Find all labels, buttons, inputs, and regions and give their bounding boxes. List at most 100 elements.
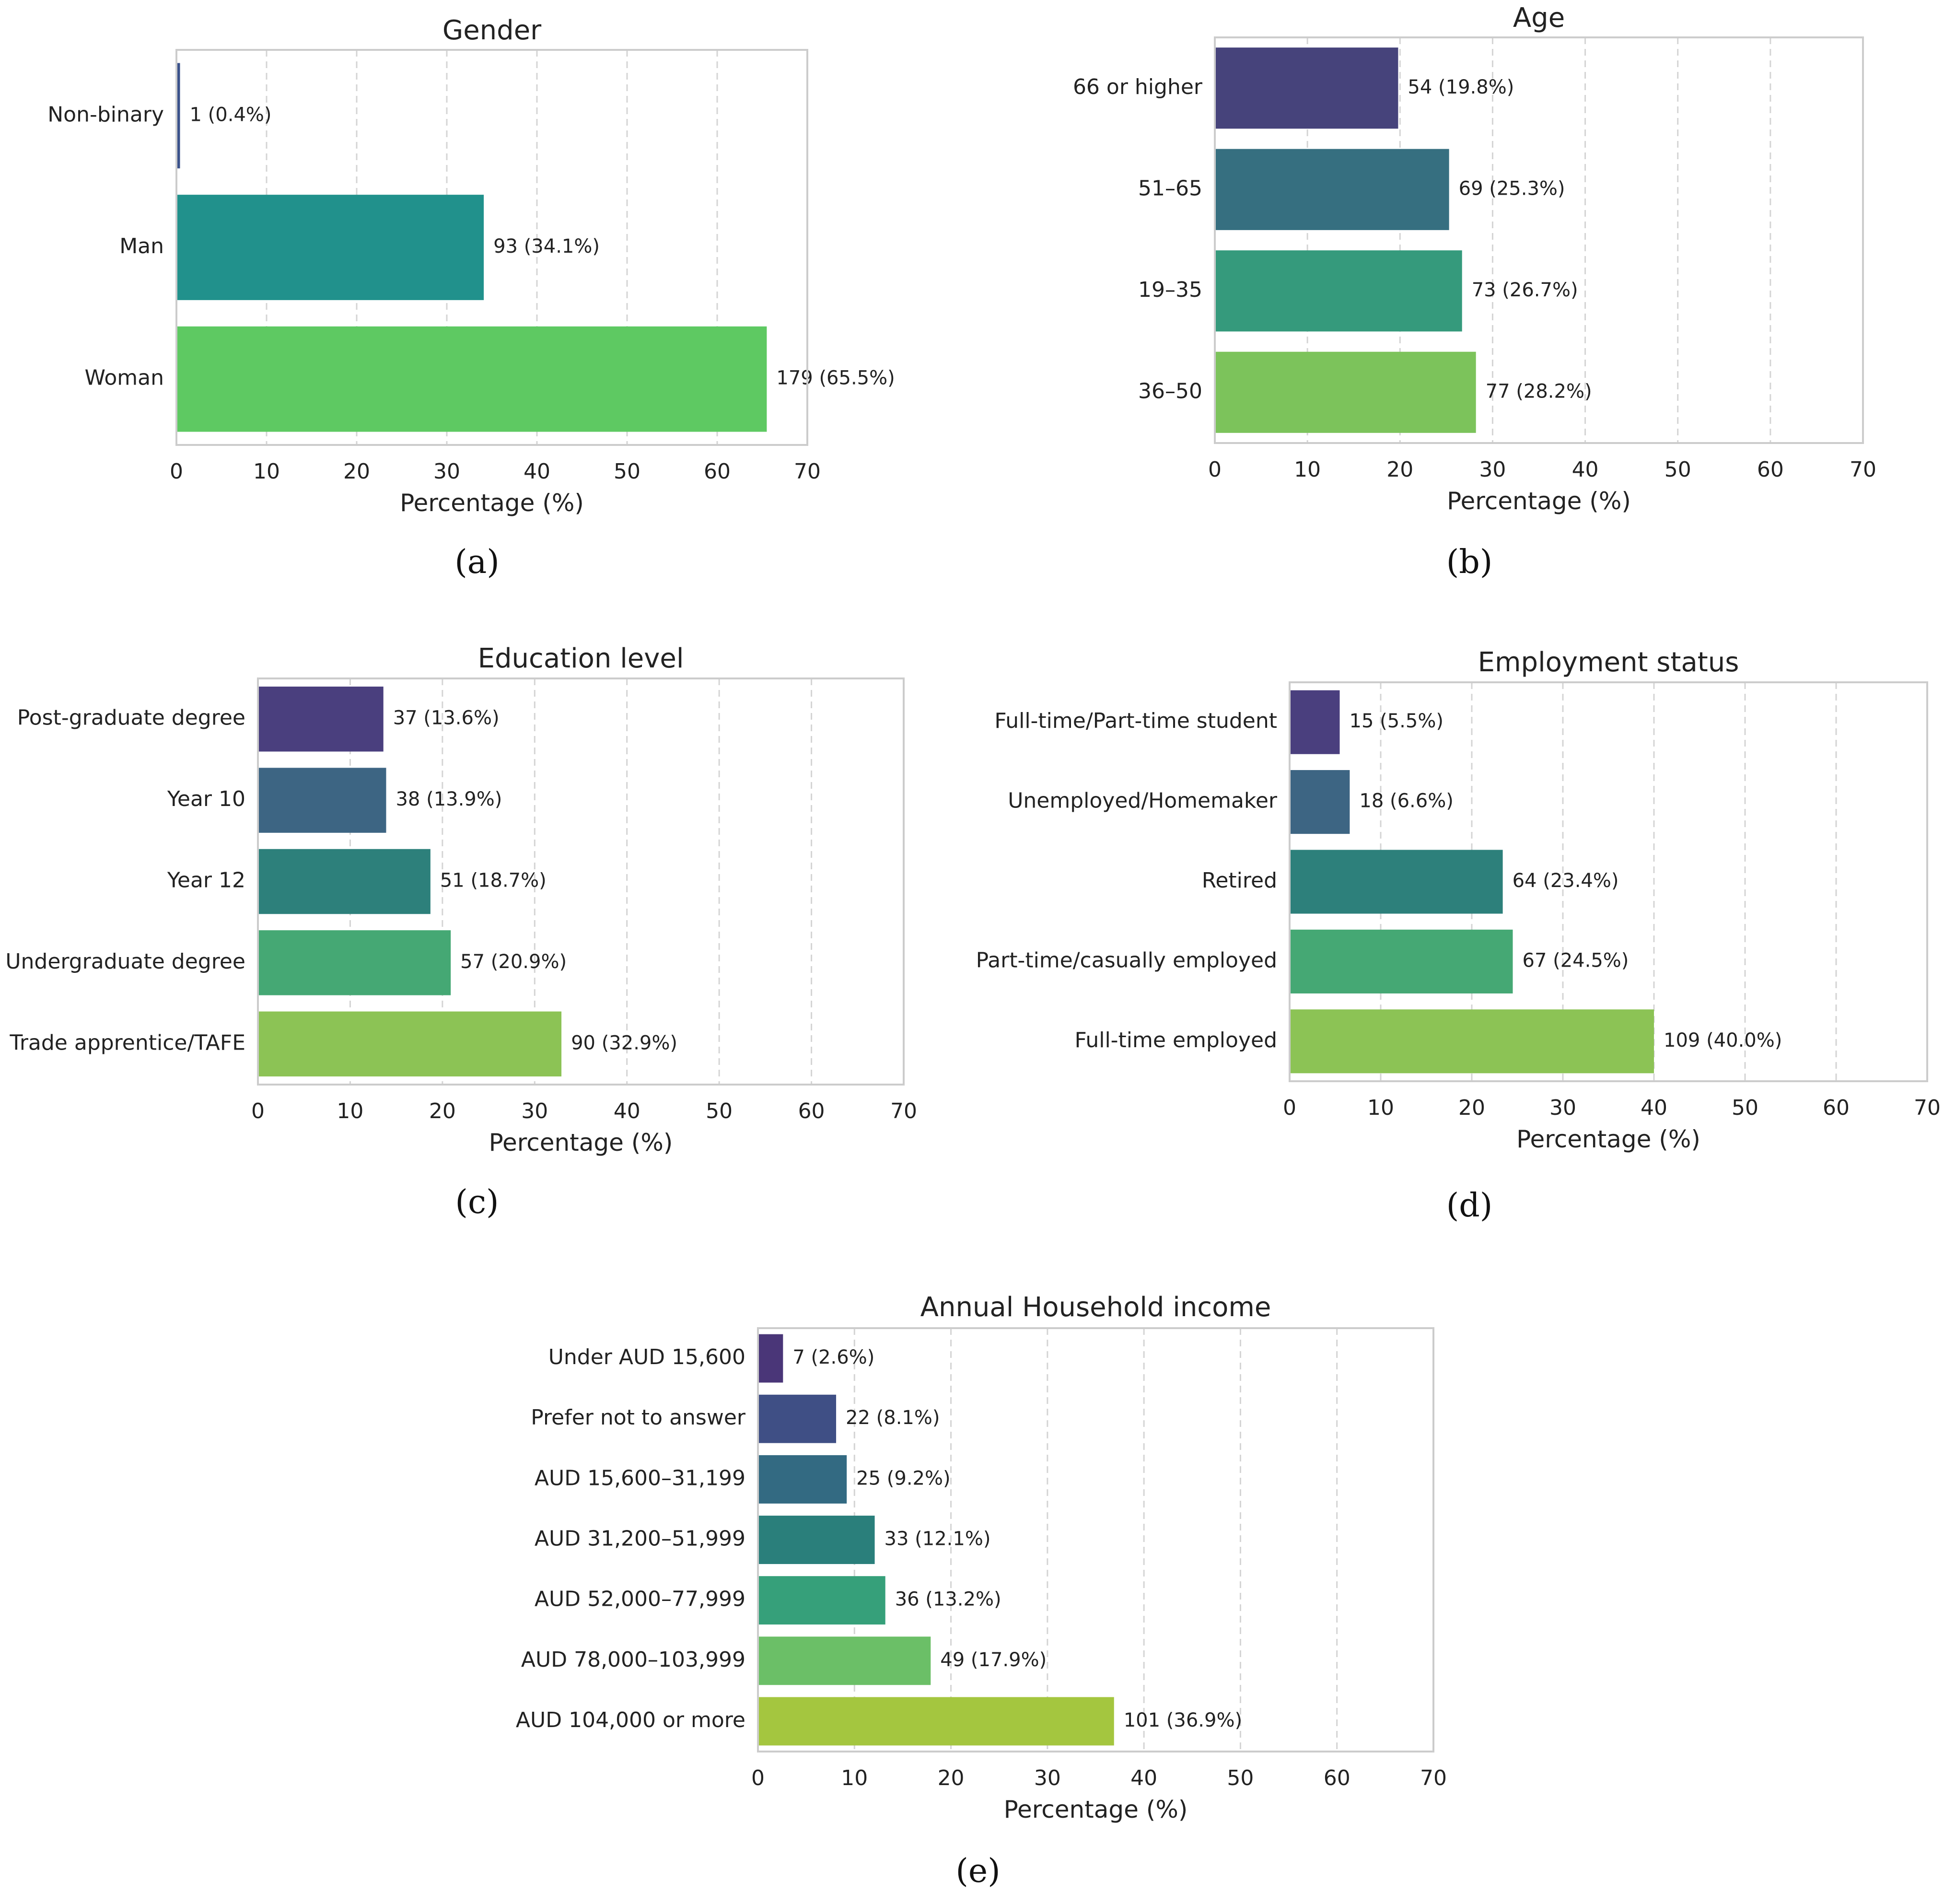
category-label-e-4: AUD 52,000–77,999 — [535, 1587, 745, 1612]
category-label-d-3: Part-time/casually employed — [976, 948, 1277, 972]
x-tick-label-e-2: 20 — [938, 1766, 965, 1790]
x-tick-label-c-7: 70 — [890, 1099, 917, 1123]
category-label-d-2: Retired — [1202, 868, 1277, 893]
x-tick-label-e-7: 70 — [1420, 1766, 1447, 1790]
x-tick-label-e-4: 40 — [1130, 1766, 1157, 1790]
x-tick-label-d-7: 70 — [1914, 1096, 1941, 1120]
bar-e-3 — [758, 1516, 875, 1564]
category-label-e-2: AUD 15,600–31,199 — [535, 1466, 745, 1490]
x-tick-label-e-6: 60 — [1324, 1766, 1350, 1790]
x-tick-label-a-2: 20 — [343, 459, 370, 484]
category-label-d-4: Full-time employed — [1074, 1028, 1277, 1052]
category-label-c-3: Undergraduate degree — [5, 949, 245, 974]
chart-panel-c: 37 (13.6%) Post-graduate degree 38 (13.9%)… — [5, 643, 917, 1221]
x-tick-label-b-6: 60 — [1757, 457, 1784, 482]
x-tick-label-b-1: 10 — [1294, 457, 1321, 482]
x-tick-label-b-3: 30 — [1479, 457, 1506, 482]
bar-e-0 — [758, 1334, 783, 1383]
bar-c-0 — [258, 686, 384, 752]
bar-b-0 — [1215, 47, 1398, 129]
data-label-e-4: 36 (13.2%) — [895, 1589, 1001, 1611]
x-tick-label-c-0: 0 — [251, 1099, 265, 1123]
plot-frame-c — [257, 677, 905, 1086]
data-label-d-1: 18 (6.6%) — [1359, 790, 1453, 812]
category-label-d-1: Unemployed/Homemaker — [1008, 789, 1278, 813]
category-label-b-3: 36–50 — [1138, 379, 1202, 403]
category-label-a-0: Non-binary — [47, 102, 164, 127]
bar-b-3 — [1215, 351, 1476, 433]
bar-e-2 — [758, 1455, 847, 1504]
x-tick-label-b-2: 20 — [1386, 457, 1413, 482]
data-label-a-0: 1 (0.4%) — [190, 104, 272, 126]
x-axis-label-d: Percentage (%) — [1516, 1125, 1700, 1153]
chart-panel-d: 15 (5.5%) Full-time/Part-time student 18 (… — [976, 647, 1941, 1225]
data-label-d-0: 15 (5.5%) — [1350, 710, 1443, 732]
x-axis-label-a: Percentage (%) — [400, 489, 584, 517]
x-tick-label-b-5: 50 — [1665, 457, 1691, 482]
category-label-c-0: Post-graduate degree — [17, 706, 245, 730]
chart-title-a: Gender — [442, 15, 542, 46]
data-label-a-1: 93 (34.1%) — [493, 235, 600, 257]
x-axis-label-e: Percentage (%) — [1004, 1796, 1188, 1823]
data-label-b-3: 77 (28.2%) — [1486, 380, 1592, 402]
category-label-e-1: Prefer not to answer — [531, 1405, 746, 1430]
x-tick-label-c-4: 40 — [614, 1099, 640, 1123]
bar-d-4 — [1290, 1009, 1654, 1074]
x-tick-label-a-1: 10 — [253, 459, 280, 484]
bar-d-1 — [1290, 770, 1350, 834]
x-tick-label-c-1: 10 — [337, 1099, 363, 1123]
category-label-e-0: Under AUD 15,600 — [548, 1345, 745, 1369]
bar-c-2 — [258, 849, 431, 914]
bar-e-6 — [758, 1697, 1114, 1746]
category-label-a-2: Woman — [84, 366, 164, 390]
data-label-c-4: 90 (32.9%) — [571, 1032, 677, 1054]
data-label-e-6: 101 (36.9%) — [1124, 1709, 1242, 1731]
bar-e-1 — [758, 1394, 837, 1443]
plot-frame-d — [1289, 681, 1928, 1082]
x-tick-label-a-7: 70 — [794, 459, 821, 484]
data-label-e-1: 22 (8.1%) — [846, 1407, 940, 1429]
chart-title-d: Employment status — [1478, 647, 1739, 678]
data-label-e-2: 25 (9.2%) — [856, 1467, 950, 1489]
x-tick-label-d-3: 30 — [1549, 1096, 1576, 1120]
x-tick-label-c-2: 20 — [429, 1099, 456, 1123]
data-label-c-1: 38 (13.9%) — [396, 788, 502, 810]
category-label-a-1: Man — [119, 234, 164, 258]
chart-panel-a: 1 (0.4%) Non-binary 93 (34.1%) Man 179 (65.5… — [47, 15, 895, 581]
bar-c-4 — [258, 1011, 562, 1077]
chart-title-e: Annual Household income — [920, 1292, 1271, 1323]
category-label-c-4: Trade apprentice/TAFE — [9, 1030, 245, 1055]
category-label-e-6: AUD 104,000 or more — [516, 1708, 745, 1732]
chart-panel-e: 7 (2.6%) Under AUD 15,600 22 (8.1%) Prefer … — [516, 1292, 1447, 1890]
bar-a-1 — [176, 195, 484, 300]
plot-frame-b — [1214, 36, 1864, 444]
data-label-e-3: 33 (12.1%) — [885, 1528, 991, 1550]
bar-a-0 — [176, 63, 180, 169]
data-label-e-5: 49 (17.9%) — [940, 1649, 1047, 1671]
x-tick-label-a-5: 50 — [614, 459, 640, 484]
chart-title-c: Education level — [478, 643, 684, 674]
data-label-c-0: 37 (13.6%) — [393, 707, 500, 729]
bar-b-1 — [1215, 149, 1449, 230]
bar-c-3 — [258, 930, 451, 995]
category-label-d-0: Full-time/Part-time student — [994, 709, 1277, 733]
x-tick-label-e-1: 10 — [841, 1766, 868, 1790]
category-label-b-2: 19–35 — [1138, 278, 1202, 302]
x-axis-label-b: Percentage (%) — [1447, 487, 1631, 515]
x-tick-label-b-7: 70 — [1850, 457, 1876, 482]
category-label-c-1: Year 10 — [167, 787, 245, 811]
x-tick-label-c-3: 30 — [521, 1099, 548, 1123]
panel-label-a: (a) — [454, 543, 500, 581]
category-label-c-2: Year 12 — [167, 868, 245, 893]
category-label-e-5: AUD 78,000–103,999 — [521, 1647, 745, 1672]
data-label-b-0: 54 (19.8%) — [1408, 76, 1514, 98]
x-tick-label-a-6: 60 — [704, 459, 731, 484]
category-label-b-0: 66 or higher — [1073, 75, 1203, 99]
x-tick-label-e-0: 0 — [751, 1766, 765, 1790]
bar-d-0 — [1290, 690, 1340, 754]
x-tick-label-d-2: 20 — [1458, 1096, 1485, 1120]
x-tick-label-a-3: 30 — [433, 459, 460, 484]
data-label-c-2: 51 (18.7%) — [440, 870, 547, 892]
plot-frame-e — [757, 1327, 1434, 1752]
x-tick-label-b-0: 0 — [1208, 457, 1222, 482]
